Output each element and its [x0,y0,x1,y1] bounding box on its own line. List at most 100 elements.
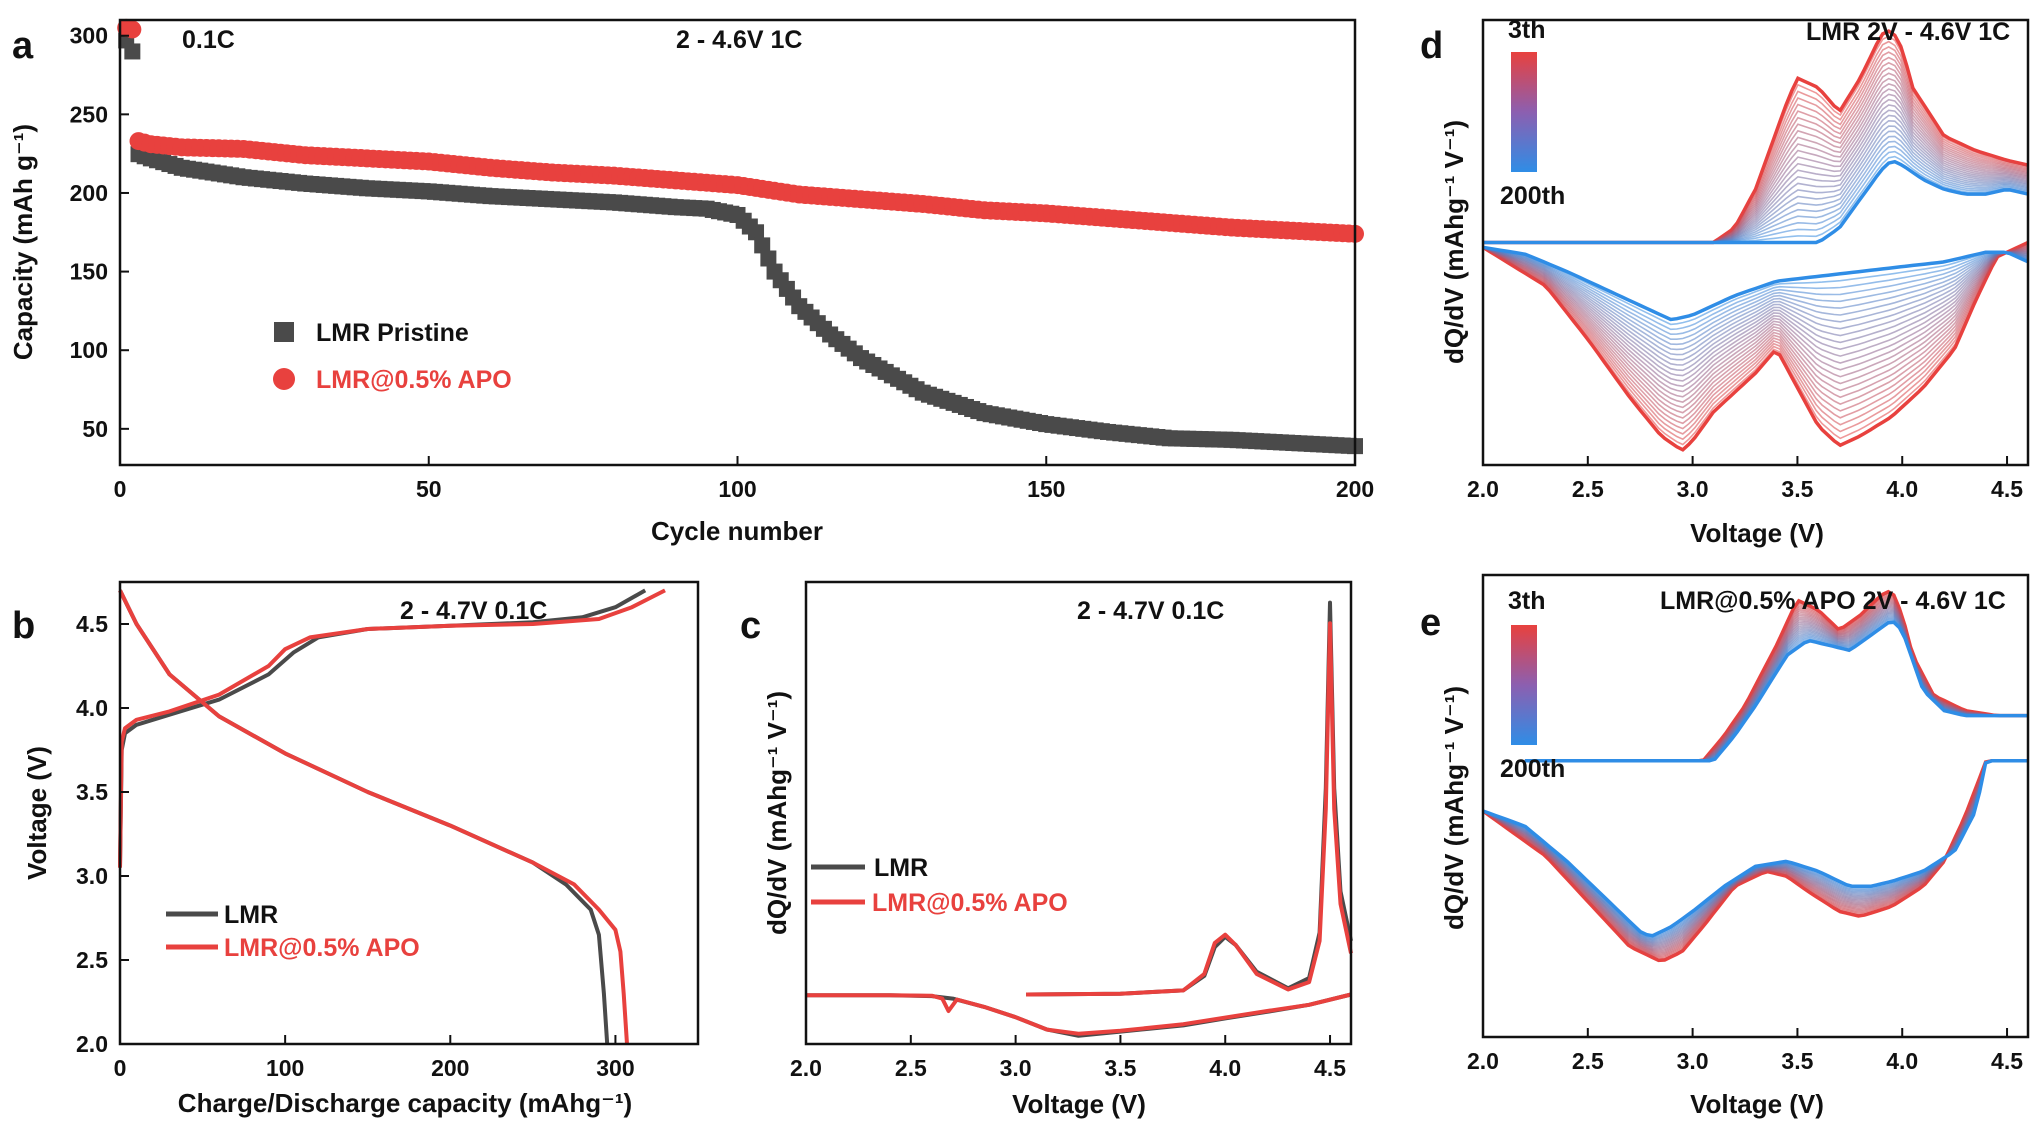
colorbar-top-label: 3th [1508,587,1546,615]
x-tick-label: 300 [596,1055,634,1081]
discharge-cycle-curve [1482,242,2029,446]
y-tick-label: 200 [70,180,108,206]
charge-cycle-curve [1524,597,2028,762]
panel-a-xlabel: Cycle number [651,516,823,546]
discharge-cycle-curve [1482,760,2028,943]
y-tick-label: 3.0 [76,863,108,889]
panel-b: 0 100 200 300 2.0 2.5 3.0 3.5 4.0 4.5 2 - 4.7V 0… [22,580,700,1118]
panel-letter-a: a [12,25,34,67]
x-tick-label: 200 [1336,476,1374,502]
colorbar-top-label: 3th [1508,16,1546,44]
y-tick-label: 250 [70,101,108,127]
panel-c-xlabel: Voltage (V) [1012,1089,1146,1119]
x-tick-label: 50 [416,476,442,502]
x-tick-label: 100 [718,476,756,502]
discharge-cycle-curve [1482,246,2029,340]
x-tick-label: 3.0 [1000,1055,1032,1081]
legend-label-lmr-apo: LMR@0.5% APO [224,934,420,962]
discharge-cycle-curve [1482,244,2029,435]
panel-c-plot-area [806,600,1353,1038]
panel-e-xlabel: Voltage (V) [1690,1089,1824,1119]
x-tick-label: 4.5 [1314,1055,1346,1081]
data-point [754,237,771,254]
x-tick-label: 3.5 [1781,476,1813,502]
discharge-cycle-curve [1482,246,2029,409]
panel-e: 2.0 2.5 3.0 3.5 4.0 4.5 LMR@0.5% APO 2V - 4.6… [1439,573,2030,1119]
panel-b-plot-area [118,588,666,1045]
discharge-cycle-curve [1482,246,2029,336]
panel-d-colorbar: 3th 200th [1500,16,1565,210]
discharge-cycle-curve [1482,760,2028,941]
x-tick-label: 200 [431,1055,469,1081]
x-tick-label: 2.5 [1572,476,1604,502]
discharge-cycle-curve [1482,246,2029,414]
charge-cycle-curve [1524,605,2028,762]
panel-a-plot-area [117,18,1364,455]
colorbar-gradient [1511,625,1537,745]
discharge-cycle-curve [1482,760,2028,942]
discharge-cycle-curve [1482,246,2029,351]
x-tick-label: 2.5 [1572,1048,1604,1074]
panel-a: 0 50 100 150 200 50 100 150 200 250 300 0.1C 2 - … [8,18,1374,546]
discharge-cycle-curve [1482,246,2029,403]
discharge-cycle-curve [1482,760,2028,941]
panel-a-ylabel: Capacity (mAh g⁻¹) [8,124,38,360]
charge-cycle-curve [1524,592,2028,762]
discharge-cycle-curve [1482,243,2029,441]
panel-letter-d: d [1420,25,1443,67]
charge-cycle-curve [1524,608,2028,762]
panel-e-plot-area [1481,589,2028,963]
x-tick-label: 150 [1027,476,1065,502]
y-tick-label: 100 [70,337,108,363]
legend-label-lmr: LMR [224,901,278,929]
discharge-cycle-curve [1482,246,2029,377]
panel-a-legend: LMR Pristine LMR@0.5% APO [273,319,512,394]
panel-c-xticks: 2.0 2.5 3.0 3.5 4.0 4.5 [790,1035,1346,1081]
panel-letter-c: c [740,605,761,647]
panel-d-xlabel: Voltage (V) [1690,518,1824,548]
legend-label-lmr: LMR [874,854,928,882]
panel-e-colorbar: 3th 200th [1500,587,1565,783]
charge-cycle-curve [1524,589,2028,763]
lmr-apo-charge-curve [1026,621,1353,997]
charge-cycle-curve [1524,594,2028,762]
legend-label-lmr-apo: LMR@0.5% APO [316,366,512,394]
colorbar-bottom-label: 200th [1500,755,1565,783]
y-tick-label: 4.0 [76,695,108,721]
discharge-cycle-curve [1482,246,2029,388]
discharge-cycle-curve [1482,246,2029,372]
panel-e-annotation: LMR@0.5% APO 2V - 4.6V 1C [1660,587,2006,615]
discharge-cycle-curve [1482,245,2029,425]
y-tick-label: 4.5 [76,611,108,637]
charge-cycle-curve [1524,604,2028,762]
discharge-cycle-curve [1482,246,2029,356]
charge-cycle-curve [1524,600,2028,762]
discharge-cycle-curve [1482,760,2028,939]
panel-d-annotation: LMR 2V - 4.6V 1C [1806,18,2010,46]
y-tick-label: 2.5 [76,947,108,973]
discharge-cycle-curve [1482,246,2029,361]
panel-d-ylabel: dQ/dV (mAhg⁻¹ V⁻¹) [1439,120,1469,364]
panel-b-yticks: 2.0 2.5 3.0 3.5 4.0 4.5 [76,611,129,1057]
colorbar-bottom-label: 200th [1500,182,1565,210]
charge-cycle-curve [1524,611,2028,762]
x-tick-label: 4.5 [1991,1048,2023,1074]
panel-c: 2.0 2.5 3.0 3.5 4.0 4.5 2 - 4.7V 0.1C Voltage… [762,580,1353,1119]
x-tick-label: 3.5 [1781,1048,1813,1074]
data-point [748,224,765,241]
discharge-cycle-curve [1482,760,2028,944]
series-lmr-apo [117,18,1364,243]
data-point [760,250,777,267]
charge-cycle-curve [1524,593,2028,762]
lmr-discharge-curve [118,589,610,1045]
charge-cycle-curve [1524,609,2028,762]
series-lmr-pristine [118,32,1363,455]
lmr-apo-charge-curve [118,588,666,868]
charge-cycle-curve [1524,615,2028,762]
panel-d: 2.0 2.5 3.0 3.5 4.0 4.5 LMR 2V - 4.6V 1C Volt… [1439,16,2030,548]
discharge-cycle-curve [1482,760,2028,945]
panel-letter-e: e [1420,602,1441,644]
lmr-charge-curve [118,588,647,868]
x-tick-label: 2.0 [1467,476,1499,502]
panel-b-frame [118,580,700,1046]
